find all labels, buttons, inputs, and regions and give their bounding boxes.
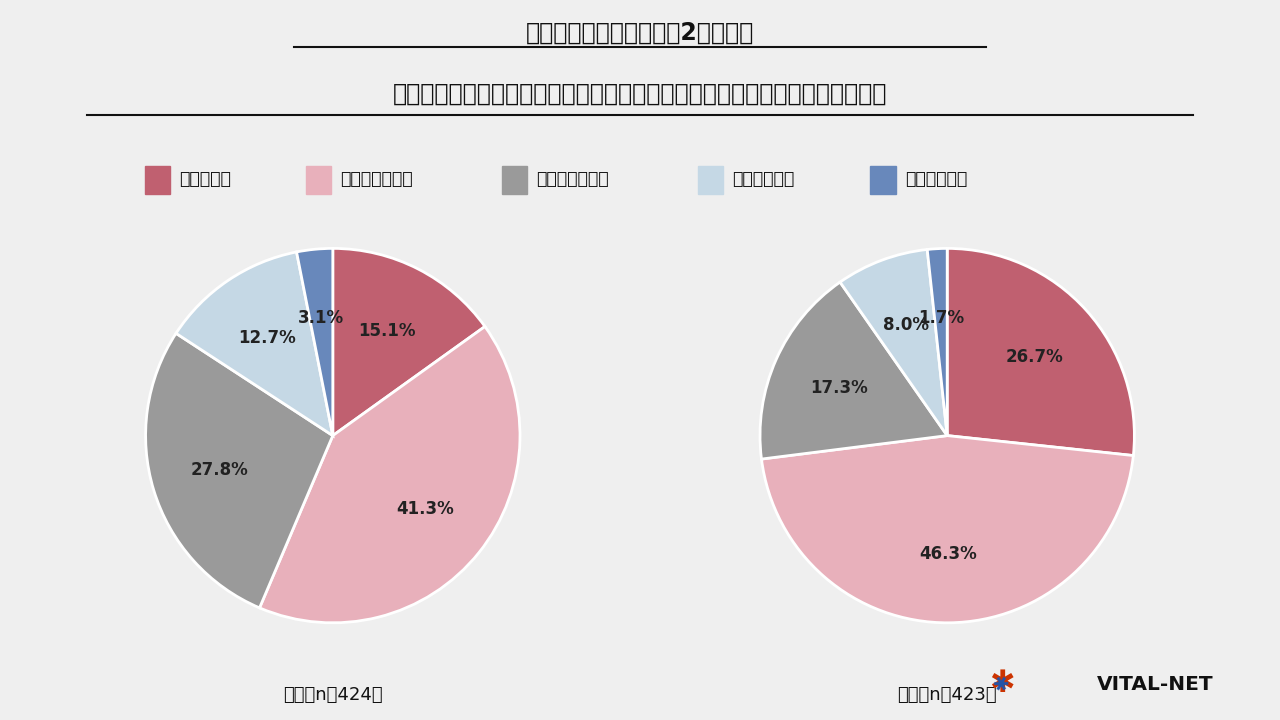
Text: 8.0%: 8.0% bbox=[883, 316, 929, 334]
Text: 3.1%: 3.1% bbox=[298, 309, 344, 327]
Text: 26.7%: 26.7% bbox=[1006, 348, 1064, 366]
Text: 15.1%: 15.1% bbox=[358, 322, 416, 340]
FancyBboxPatch shape bbox=[145, 166, 170, 194]
Wedge shape bbox=[760, 282, 947, 459]
Wedge shape bbox=[840, 249, 947, 436]
Wedge shape bbox=[927, 248, 947, 436]
Title: 男性（n＝424）: 男性（n＝424） bbox=[283, 685, 383, 703]
Wedge shape bbox=[177, 252, 333, 436]
Wedge shape bbox=[297, 248, 333, 436]
Text: 27.8%: 27.8% bbox=[191, 461, 248, 479]
FancyBboxPatch shape bbox=[306, 166, 332, 194]
Title: 女性（n＝423）: 女性（n＝423） bbox=[897, 685, 997, 703]
Text: ✱: ✱ bbox=[991, 672, 1014, 696]
Text: VITAL-NET: VITAL-NET bbox=[1097, 675, 1213, 693]
Text: 41.3%: 41.3% bbox=[396, 500, 453, 518]
Text: 全くなかった: 全くなかった bbox=[732, 170, 795, 188]
Wedge shape bbox=[947, 248, 1134, 456]
Text: 46.3%: 46.3% bbox=[919, 544, 977, 562]
Text: 12.7%: 12.7% bbox=[238, 329, 296, 347]
Text: ✱: ✱ bbox=[989, 670, 1015, 698]
FancyBboxPatch shape bbox=[698, 166, 723, 194]
Text: ときどきあった: ときどきあった bbox=[340, 170, 413, 188]
Text: お子さまが生まれたあと2年間で、: お子さまが生まれたあと2年間で、 bbox=[526, 21, 754, 45]
FancyBboxPatch shape bbox=[502, 166, 527, 194]
Wedge shape bbox=[146, 333, 333, 608]
Wedge shape bbox=[260, 327, 520, 623]
FancyBboxPatch shape bbox=[870, 166, 896, 194]
Text: 17.3%: 17.3% bbox=[810, 379, 868, 397]
Text: 覚えていない: 覚えていない bbox=[905, 170, 968, 188]
Text: 気分が落ち込んだ・元気が出ない・絶望的な気分になったなどありましたか。: 気分が落ち込んだ・元気が出ない・絶望的な気分になったなどありましたか。 bbox=[393, 82, 887, 106]
Text: よくあった: よくあった bbox=[179, 170, 232, 188]
Text: あまりなかった: あまりなかった bbox=[536, 170, 609, 188]
Wedge shape bbox=[333, 248, 485, 436]
Text: 1.7%: 1.7% bbox=[918, 309, 964, 327]
Wedge shape bbox=[762, 436, 1133, 623]
